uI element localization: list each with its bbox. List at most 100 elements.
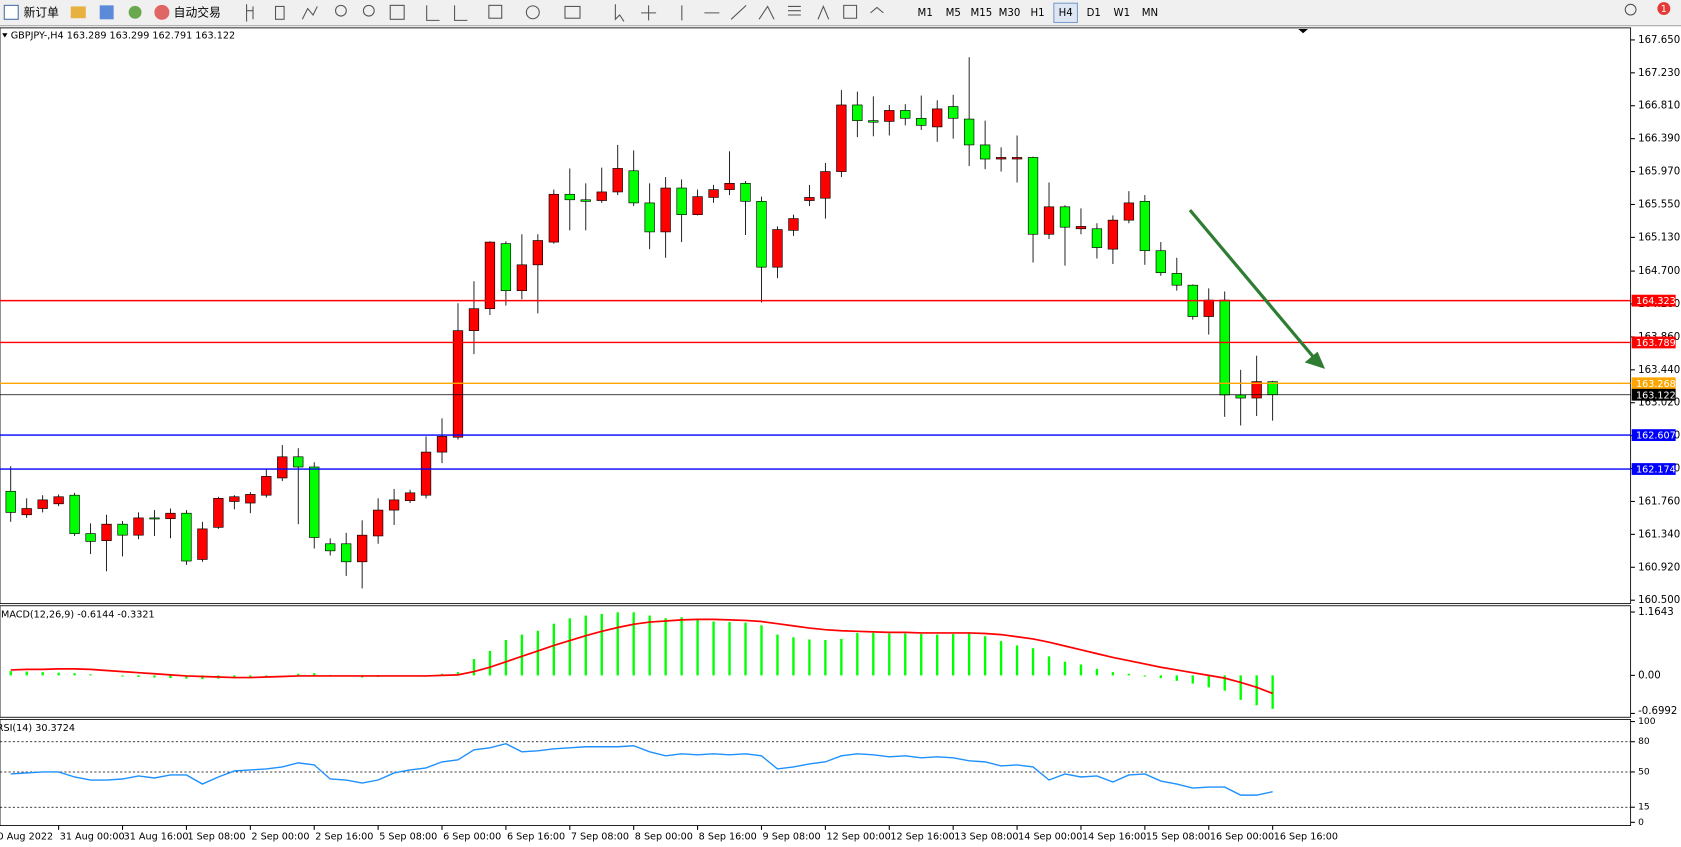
- price-label: 163.268: [1636, 379, 1676, 390]
- candle-body: [995, 157, 1007, 160]
- icon[interactable]: [641, 4, 747, 21]
- chart-title: GBPJPY-,H4 163.289 163.299 162.791 163.1…: [11, 30, 235, 41]
- x-tick-label: 6 Sep 00:00: [443, 831, 501, 842]
- chart-shift-marker: [1298, 28, 1308, 34]
- button-label: 自动交易: [174, 5, 221, 19]
- search-icon[interactable]: [1624, 3, 1637, 16]
- timeframe-button[interactable]: M15: [971, 8, 993, 19]
- price-label: 162.607: [1636, 431, 1676, 442]
- x-tick-label: 2 Sep 00:00: [251, 831, 309, 842]
- y-tick-label: 160.500: [1638, 595, 1680, 606]
- timeframe-button[interactable]: D1: [1087, 8, 1101, 19]
- price-label-box: [1631, 463, 1676, 475]
- candle-body: [1107, 219, 1119, 250]
- candle-body: [197, 528, 208, 560]
- timeframe-button[interactable]: W1: [1114, 8, 1131, 19]
- icon[interactable]: [817, 4, 884, 20]
- icon[interactable]: [389, 4, 405, 20]
- candle-body: [852, 104, 863, 121]
- x-tick-label: 1 Sep 08:00: [188, 831, 246, 842]
- icon[interactable]: [335, 4, 347, 17]
- notification-badge[interactable]: [1657, 2, 1671, 16]
- price-label: 163.789: [1636, 338, 1676, 349]
- candle-body: [740, 182, 751, 202]
- candle-body: [436, 436, 448, 453]
- price-label: 162.174: [1636, 465, 1676, 476]
- icon[interactable]: [274, 5, 285, 20]
- y-tick-label: 167.230: [1638, 68, 1680, 79]
- candle-body: [372, 509, 384, 537]
- timeframe-button[interactable]: M30: [999, 8, 1021, 19]
- candle-body: [5, 490, 16, 513]
- icon[interactable]: [99, 5, 114, 20]
- candle-body: [37, 499, 48, 509]
- x-tick-label: 2 Sep 16:00: [315, 831, 373, 842]
- icon[interactable]: [301, 6, 318, 20]
- candle-body: [309, 466, 320, 538]
- candle-body: [404, 492, 416, 502]
- timeframe-button[interactable]: H1: [1030, 8, 1044, 19]
- y-tick-label: 165.130: [1638, 232, 1680, 243]
- candle-body: [229, 496, 240, 502]
- arrow-shaft: [1188, 209, 1316, 360]
- candle-body: [356, 534, 368, 563]
- candle-body: [900, 110, 911, 119]
- candle-body: [149, 517, 160, 520]
- candle-body: [1075, 226, 1087, 230]
- timeframe-button[interactable]: M1: [918, 8, 933, 19]
- y-tick-label: 165.970: [1638, 167, 1680, 178]
- timeframe-button[interactable]: MN: [1142, 8, 1158, 19]
- y-tick-label: 160.920: [1638, 562, 1680, 573]
- price-label-box: [1631, 336, 1676, 349]
- y-tick-label: 1.1643: [1638, 607, 1674, 618]
- trend-arrow: [1188, 209, 1326, 369]
- x-tick-label: 16 Sep 00:00: [1210, 831, 1274, 842]
- candle-body: [388, 499, 400, 511]
- candle-body: [548, 193, 559, 243]
- candle-body: [293, 456, 304, 468]
- candle-body: [500, 243, 512, 291]
- candle-body: [948, 106, 959, 119]
- auto-trading-button[interactable]: 自动交易: [154, 4, 221, 20]
- candle-body: [213, 498, 224, 528]
- y-tick-label: 167.650: [1638, 35, 1680, 46]
- icon[interactable]: [70, 6, 86, 19]
- indicator-title: RSI(14) 30.3724: [0, 723, 75, 734]
- icon: [3, 4, 19, 20]
- icon[interactable]: [128, 5, 142, 19]
- candle-body: [1059, 206, 1071, 228]
- candle-body: [1155, 250, 1166, 273]
- new-order-button[interactable]: 新订单: [3, 4, 59, 20]
- toolbar-icons: [246, 3, 1637, 22]
- y-tick-label: 164.700: [1638, 266, 1680, 277]
- y-tick-label: 80: [1638, 737, 1650, 747]
- x-tick-label: 9 Sep 08:00: [763, 831, 821, 842]
- candle-body: [676, 187, 687, 215]
- price-label-box: [1631, 294, 1676, 307]
- timeframe-button[interactable]: M5: [946, 8, 961, 19]
- rsi-pane: [0, 718, 1632, 826]
- candle-body: [660, 187, 671, 233]
- y-tick-label: 166.390: [1638, 134, 1680, 145]
- icon[interactable]: [362, 4, 375, 17]
- icon[interactable]: [426, 5, 468, 21]
- icon[interactable]: [246, 4, 254, 22]
- y-tick-label: 166.810: [1638, 101, 1680, 112]
- icon[interactable]: [614, 4, 625, 22]
- candle-body: [979, 144, 991, 160]
- timeframe-button[interactable]: H4: [1059, 8, 1073, 19]
- icon[interactable]: [525, 5, 540, 20]
- icon[interactable]: [564, 5, 581, 19]
- y-tick-label: -0.6992: [1638, 706, 1677, 717]
- x-date-label: 30 Aug 2022: [0, 831, 53, 842]
- candle-body: [788, 218, 799, 231]
- candle-body: [1027, 157, 1039, 235]
- icon[interactable]: [758, 5, 801, 20]
- x-tick-label: 14 Sep 00:00: [1018, 831, 1082, 842]
- price-pane: [0, 27, 1632, 605]
- icon[interactable]: [488, 4, 503, 19]
- x-tick-label: 16 Sep 16:00: [1274, 831, 1338, 842]
- x-tick-label: 8 Sep 16:00: [699, 831, 757, 842]
- price-label-box: [1631, 377, 1676, 390]
